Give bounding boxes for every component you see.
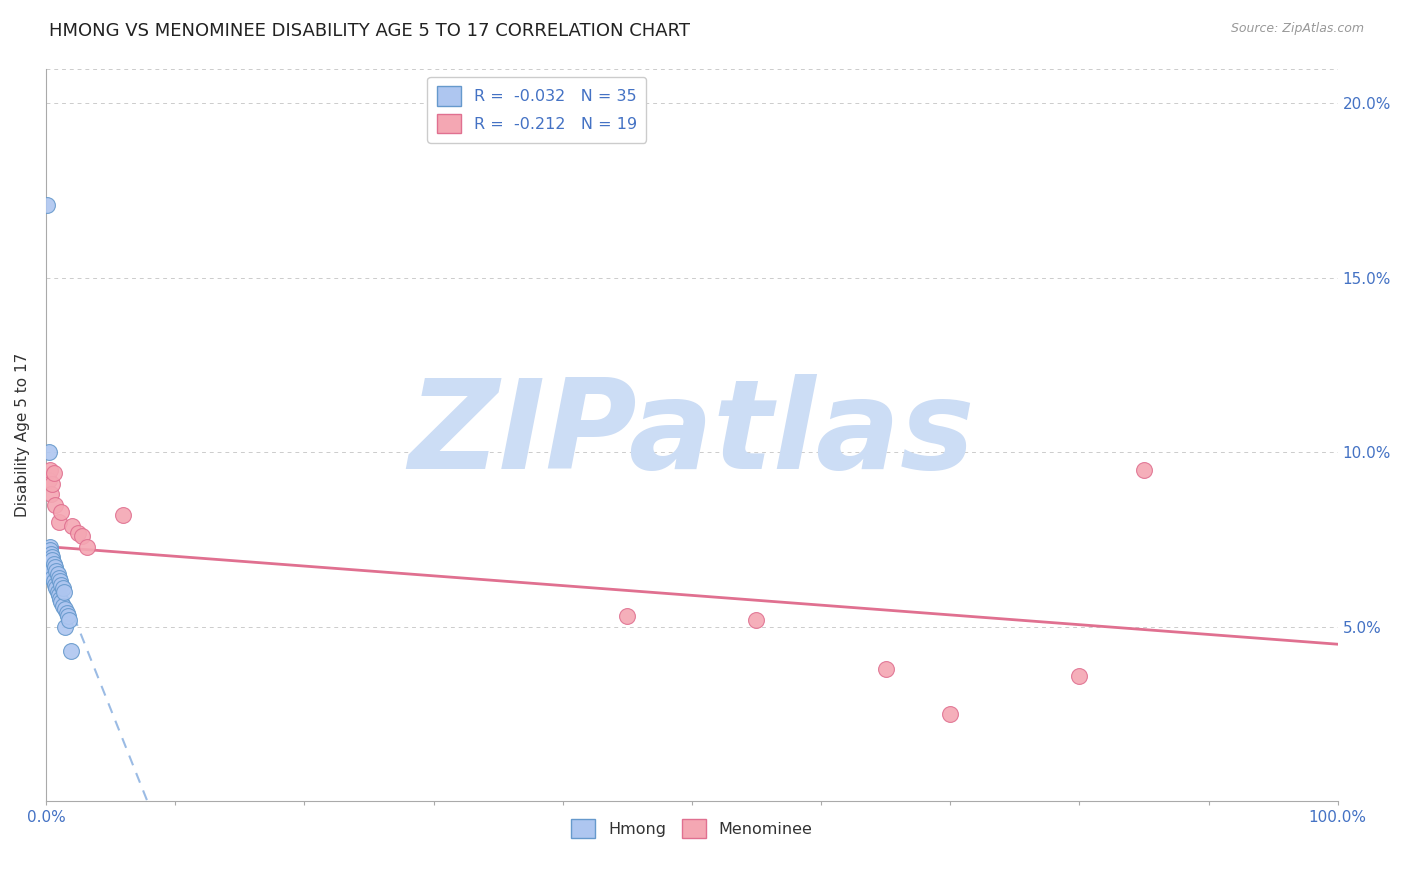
Point xyxy=(52,582,75,596)
Point xyxy=(58,613,80,627)
Point xyxy=(49,591,72,606)
Point xyxy=(38,543,60,558)
Point xyxy=(39,487,62,501)
Point xyxy=(49,574,72,589)
Point xyxy=(60,518,83,533)
Text: ZIPatlas: ZIPatlas xyxy=(409,375,976,495)
Point xyxy=(42,557,65,571)
Point xyxy=(745,613,768,627)
Point xyxy=(48,515,70,529)
Y-axis label: Disability Age 5 to 17: Disability Age 5 to 17 xyxy=(15,352,30,517)
Point xyxy=(37,197,59,211)
Point xyxy=(44,498,66,512)
Point xyxy=(41,476,63,491)
Point xyxy=(42,574,65,589)
Point xyxy=(45,582,67,596)
Point xyxy=(52,599,75,613)
Point xyxy=(48,571,70,585)
Point xyxy=(42,467,65,481)
Point xyxy=(56,609,79,624)
Point xyxy=(51,578,73,592)
Point xyxy=(67,525,90,540)
Point xyxy=(38,560,60,574)
Point xyxy=(53,585,76,599)
Point xyxy=(39,547,62,561)
Point xyxy=(59,644,82,658)
Point xyxy=(38,540,60,554)
Point xyxy=(1133,463,1156,477)
Point xyxy=(41,553,63,567)
Point xyxy=(53,602,76,616)
Point xyxy=(39,564,62,578)
Point xyxy=(41,549,63,564)
Point xyxy=(37,557,59,571)
Point xyxy=(70,529,93,543)
Legend: Hmong, Menominee: Hmong, Menominee xyxy=(565,813,818,845)
Text: HMONG VS MENOMINEE DISABILITY AGE 5 TO 17 CORRELATION CHART: HMONG VS MENOMINEE DISABILITY AGE 5 TO 1… xyxy=(49,22,690,40)
Point xyxy=(48,588,70,602)
Point xyxy=(45,564,67,578)
Point xyxy=(51,505,73,519)
Point xyxy=(46,567,69,582)
Point xyxy=(51,595,73,609)
Text: Source: ZipAtlas.com: Source: ZipAtlas.com xyxy=(1230,22,1364,36)
Point xyxy=(875,662,897,676)
Point xyxy=(616,609,638,624)
Point xyxy=(44,578,66,592)
Point xyxy=(38,463,60,477)
Point xyxy=(55,606,77,620)
Point xyxy=(53,620,76,634)
Point xyxy=(112,508,135,522)
Point xyxy=(939,706,962,721)
Point xyxy=(38,473,60,487)
Point xyxy=(44,560,66,574)
Point xyxy=(76,540,98,554)
Point xyxy=(1069,668,1091,682)
Point xyxy=(46,585,69,599)
Point xyxy=(38,553,60,567)
Point xyxy=(41,571,63,585)
Point xyxy=(38,445,60,459)
